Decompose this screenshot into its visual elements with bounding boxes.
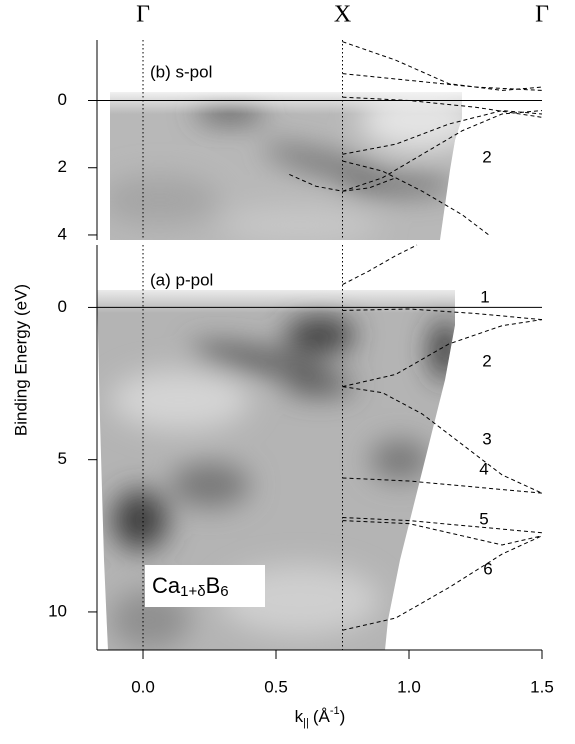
band-index: 2 [482, 351, 491, 370]
band-curve [289, 173, 396, 192]
band-index: 1 [480, 287, 489, 306]
band-curve [342, 160, 490, 236]
band-index: 5 [479, 509, 488, 528]
x-tick-label: 1.5 [530, 677, 554, 696]
y-tick-label: 5 [58, 449, 67, 468]
band-curve [342, 308, 543, 321]
y-tick-label: 4 [58, 224, 67, 243]
y-tick-label: 10 [48, 601, 67, 620]
band-curve [342, 319, 543, 388]
x-axis-label: k|| (Å-1) [295, 705, 346, 729]
symmetry-point-label: X [334, 2, 351, 28]
band-curve [342, 96, 543, 118]
y-tick-label: 0 [58, 297, 67, 316]
x-tick-label: 1.0 [397, 677, 421, 696]
x-tick-label: 0.0 [131, 677, 155, 696]
band-curve [342, 535, 543, 631]
band-index: 6 [483, 559, 492, 578]
band-curve [342, 520, 543, 546]
band-curve [342, 477, 543, 494]
sample-label: Ca1+δB6 [152, 573, 229, 600]
band-curve [342, 110, 543, 192]
symmetry-point-label: Γ [535, 2, 549, 28]
intensity-map-b [110, 92, 462, 240]
panel-label: (a) p-pol [150, 270, 213, 289]
x-tick-label: 0.5 [264, 677, 288, 696]
band-curve [342, 41, 543, 91]
band-curve [342, 73, 543, 91]
y-tick-label: 2 [58, 157, 67, 176]
sample-label-box [145, 565, 265, 607]
band-index: 3 [482, 429, 491, 448]
symmetry-point-label: Γ [136, 2, 150, 28]
y-tick-label: 0 [58, 90, 67, 109]
band-index: 2 [482, 147, 491, 166]
y-axis-label: Binding Energy (eV) [11, 284, 30, 436]
band-index: 4 [479, 459, 488, 478]
panel-label: (b) s-pol [150, 62, 212, 81]
band-curve [342, 244, 418, 286]
band-curve [342, 517, 543, 534]
band-curve [342, 110, 543, 155]
